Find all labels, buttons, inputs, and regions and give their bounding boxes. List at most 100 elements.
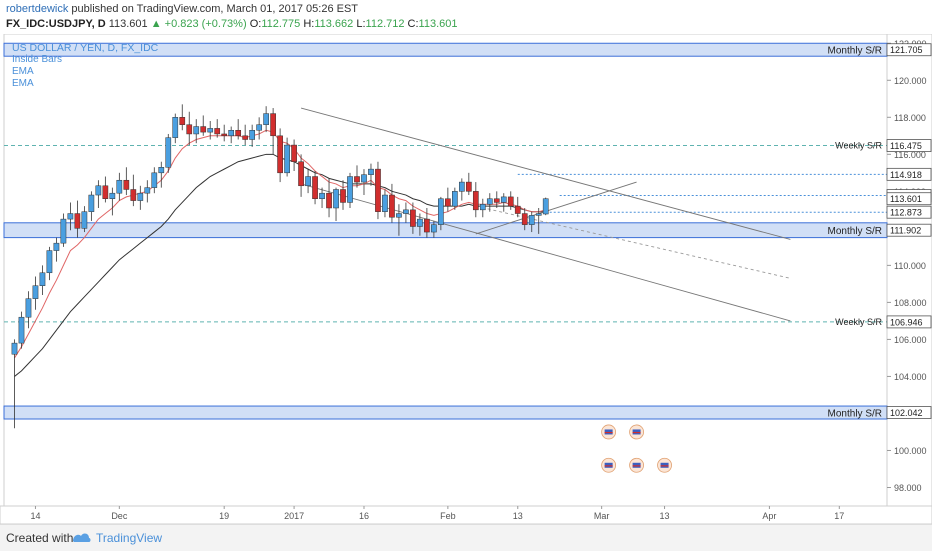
tradingview-logo-icon[interactable] — [70, 530, 92, 549]
candle-body — [465, 181, 472, 192]
trendline — [475, 181, 637, 235]
time-axis — [0, 505, 932, 525]
candle-body — [431, 224, 437, 233]
legend-ema-2[interactable]: EMA — [12, 78, 34, 89]
candle-body — [18, 316, 25, 344]
last-price: 113.601 — [108, 18, 148, 30]
candle-body — [116, 179, 123, 194]
candle-body — [11, 342, 18, 355]
candle-body — [410, 209, 416, 227]
legend-ema-1[interactable]: EMA — [12, 66, 34, 77]
event-flag-icon — [660, 465, 669, 467]
weekly-sr-label: Weekly S/R — [835, 141, 882, 151]
candle-body — [472, 191, 479, 211]
trendline — [300, 107, 791, 240]
chart-legend: US DOLLAR / YEN, D, FX_IDC Inside Bars E… — [12, 42, 158, 90]
tradingview-brand-link[interactable]: TradingView — [96, 531, 163, 545]
weekly-sr-label: Weekly S/R — [835, 317, 882, 327]
author-link[interactable]: robertdewick — [6, 3, 69, 15]
x-tick-label: Apr — [762, 511, 776, 521]
candle-body — [368, 168, 374, 175]
x-tick-label: 17 — [834, 511, 844, 521]
candle-body — [235, 130, 242, 137]
candle-body — [424, 218, 430, 233]
chart-area[interactable]: 98.000100.000102.000104.000106.000108.00… — [0, 33, 932, 529]
y-tick-label: 98.000 — [894, 483, 922, 493]
candle-body — [389, 194, 395, 218]
x-tick-label: 2017 — [284, 511, 304, 521]
candle-body — [228, 130, 235, 137]
footer-bar: Created with TradingView — [0, 524, 932, 551]
candle-body — [319, 192, 325, 199]
candle-body — [39, 272, 46, 286]
close-label: C: — [407, 18, 419, 30]
open-value: 112.775 — [261, 18, 301, 30]
candle-body — [305, 176, 311, 187]
sr-zone-label: Monthly S/R — [828, 46, 882, 57]
candle-body — [417, 218, 423, 227]
candle-body — [382, 194, 388, 212]
price-tag-box — [886, 406, 932, 419]
high-label: H: — [303, 18, 315, 30]
candle-body — [403, 209, 409, 214]
candle-body — [438, 198, 444, 225]
candle-body — [361, 174, 367, 183]
chart-header: robertdewick published on TradingView.co… — [0, 0, 932, 34]
legend-inside-bars[interactable]: Inside Bars — [12, 54, 63, 65]
price-tag-value: 112.873 — [890, 208, 922, 218]
candle-body — [528, 215, 535, 225]
publish-text: published on TradingView.com, March 01, … — [71, 3, 359, 15]
publish-line: robertdewick published on TradingView.co… — [6, 3, 358, 15]
price-tag-value: 121.705 — [890, 45, 923, 55]
event-flag-icon — [604, 431, 613, 434]
price-change: +0.823 (+0.73%) — [164, 18, 247, 30]
event-flag-icon — [604, 465, 613, 467]
candle-body — [493, 198, 500, 203]
price-tag-value: 106.946 — [890, 317, 923, 327]
candle-body — [340, 189, 346, 203]
price-tag-value: 116.475 — [890, 141, 922, 151]
candle-body — [46, 250, 53, 274]
created-with-label: Created with — [6, 531, 74, 545]
candle-body — [312, 176, 318, 199]
price-chart[interactable]: 98.000100.000102.000104.000106.000108.00… — [0, 33, 932, 525]
candle-body — [25, 298, 32, 318]
candle-body — [193, 126, 200, 135]
candle-body — [144, 187, 151, 194]
sr-zone-label: Monthly S/R — [828, 226, 882, 237]
candle-body — [60, 218, 67, 244]
candle-body — [396, 213, 402, 218]
event-flag-icon — [632, 431, 641, 434]
candle-body — [298, 161, 304, 187]
candle-body — [507, 196, 514, 207]
candle-body — [109, 192, 116, 199]
price-tag-value: 102.042 — [890, 408, 923, 418]
candle-body — [486, 198, 493, 205]
legend-title[interactable]: US DOLLAR / YEN, D, FX_IDC — [12, 42, 159, 54]
price-tag-box — [886, 315, 932, 329]
candle-body — [186, 124, 193, 135]
event-flag-icon — [632, 465, 641, 467]
candle-body — [214, 128, 221, 135]
x-tick-label: Feb — [440, 511, 456, 521]
x-tick-label: Mar — [594, 511, 610, 521]
candle-body — [326, 192, 332, 209]
candle-body — [32, 285, 39, 299]
price-tag-box — [886, 223, 932, 237]
candle-body — [88, 194, 95, 212]
x-tick-label: 13 — [660, 511, 670, 521]
candle-body — [74, 213, 81, 229]
candle-body — [158, 167, 165, 174]
candle-body — [165, 137, 172, 168]
y-tick-label: 106.000 — [894, 335, 927, 345]
candle-body — [221, 133, 228, 137]
candle-body — [270, 113, 276, 137]
candle-body — [95, 185, 102, 196]
ohlc-line: FX_IDC:USDJPY, D 113.601 ▲ +0.823 (+0.73… — [6, 18, 458, 30]
price-axis — [886, 33, 932, 507]
candle-body — [452, 191, 458, 207]
candle-body — [53, 242, 60, 251]
price-tag-value: 114.918 — [890, 170, 922, 180]
y-tick-label: 118.000 — [894, 113, 926, 123]
candle-body — [284, 144, 290, 174]
